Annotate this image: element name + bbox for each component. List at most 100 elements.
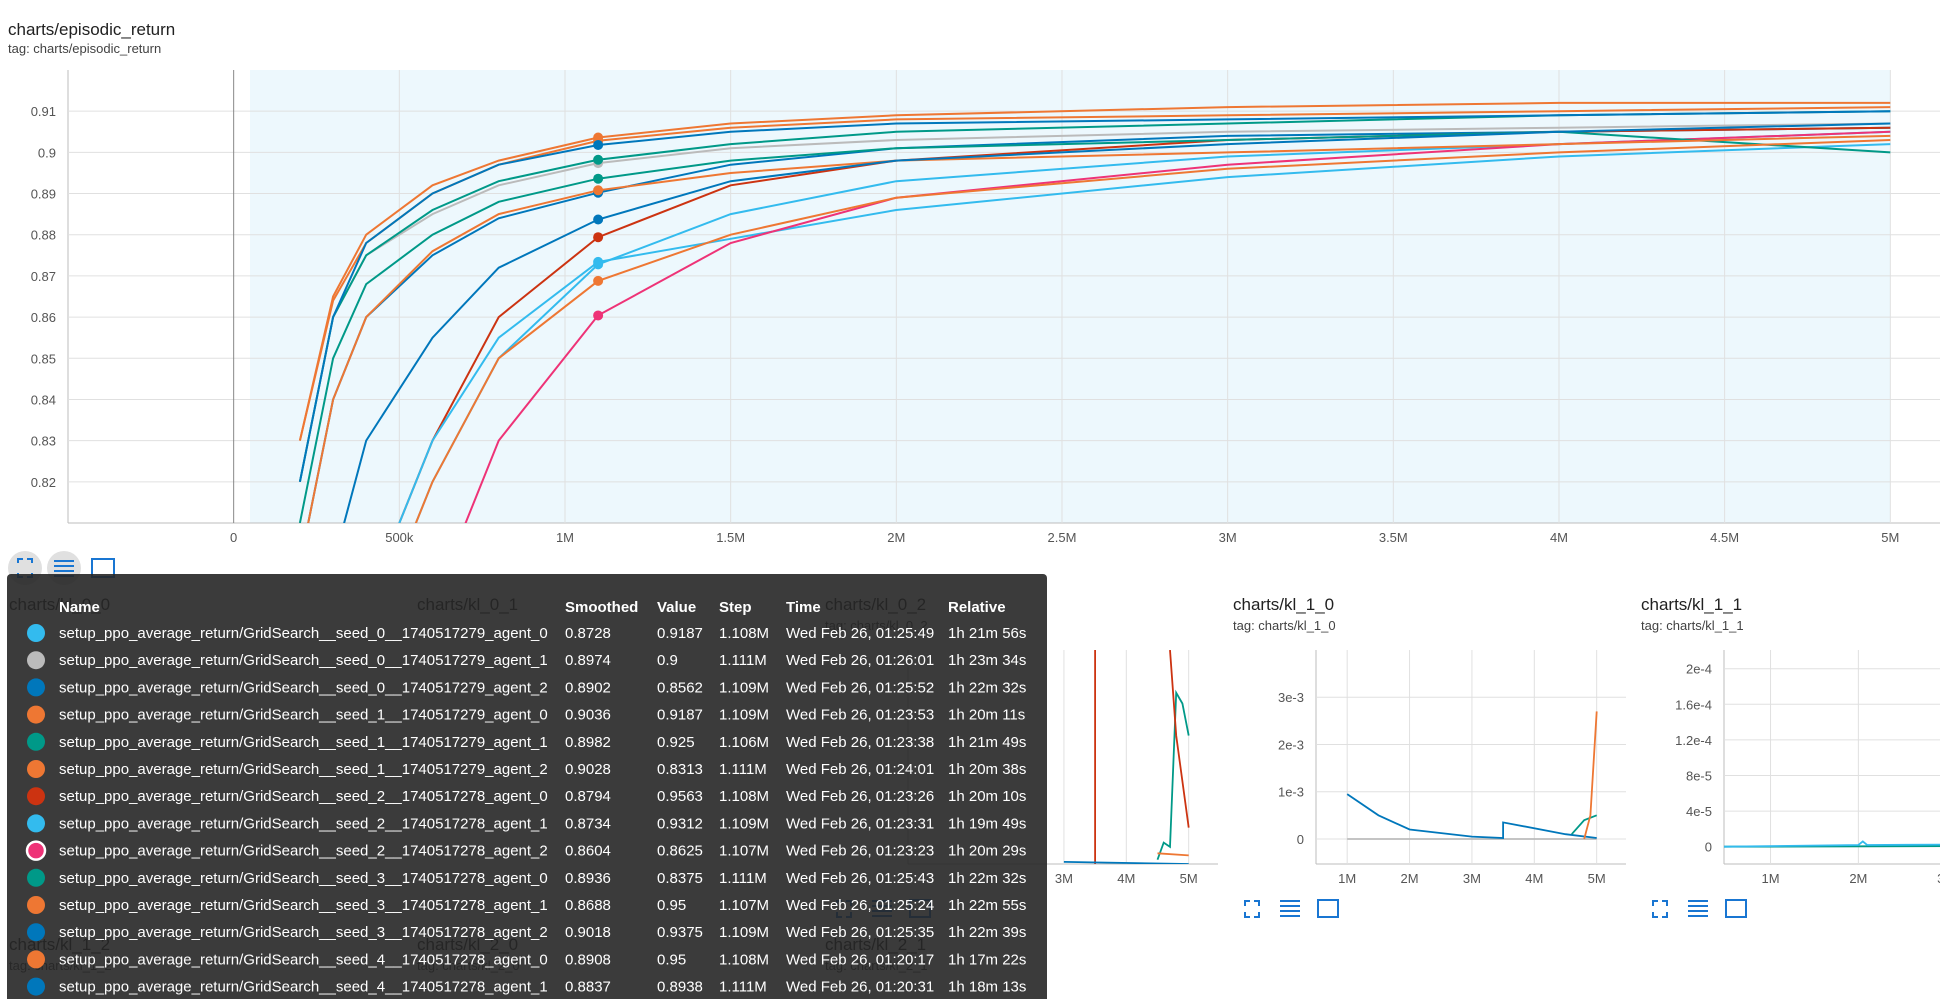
cell: 1h 20m 10s [948,788,1026,805]
hover-point [593,214,604,225]
x-tick-label: 4M [1117,871,1135,886]
y-tick-label: 0.86 [31,310,56,325]
series-line [1583,711,1598,840]
cell: 1.111M [719,761,767,778]
cell: 1.107M [719,897,769,914]
cell: setup_ppo_average_return/GridSearch__see… [59,897,548,914]
hover-point [593,310,604,321]
cell: 0.8974 [565,652,611,669]
cell: 1h 22m 32s [948,679,1026,696]
cell: Wed Feb 26, 01:26:01 [786,652,934,669]
x-tick-label: 5M [1881,530,1899,545]
cell: 1.109M [719,707,769,724]
x-tick-label: 2.5M [1048,530,1077,545]
x-tick-label: 4M [1525,871,1543,886]
cell: 0.9563 [657,788,703,805]
column-header: Step [719,599,752,616]
run-color-dot [27,705,45,724]
cell: 0.9018 [565,924,611,941]
series-lines [1346,711,1598,840]
cell: setup_ppo_average_return/GridSearch__see… [59,788,548,805]
fit-domain-button[interactable] [1725,899,1747,918]
cell: 0.8688 [565,897,611,914]
cell: 1h 22m 32s [948,870,1026,887]
series-line [1156,689,1190,861]
y-tick-label: 2e-4 [1686,662,1712,677]
hover-point [593,185,604,196]
cell: 0.95 [657,897,686,914]
cell: 1.111M [719,652,767,669]
cell: 1.109M [719,679,769,696]
cell: 1.108M [719,625,769,642]
cell: 0.9187 [657,625,703,642]
cell: 0.9187 [657,707,703,724]
y-tick-label: 0.89 [31,187,56,202]
series-line [1169,650,1190,828]
y-tick-label: 0 [1297,832,1304,847]
run-color-dot [27,651,45,670]
y-tick-label: 0.82 [31,475,56,490]
cell: 1.111M [719,979,767,996]
cell: setup_ppo_average_return/GridSearch__see… [59,815,548,832]
cell: 0.8313 [657,761,703,778]
cell: Wed Feb 26, 01:25:35 [786,924,934,941]
x-tick-label: 2M [1849,871,1867,886]
y-tick-label: 0.87 [31,269,56,284]
cell: Wed Feb 26, 01:25:43 [786,870,934,887]
cell: 1h 18m 13s [948,979,1026,996]
cell: 0.9 [657,652,678,669]
run-color-dot [27,923,45,942]
cell: setup_ppo_average_return/GridSearch__see… [59,924,548,941]
cell: Wed Feb 26, 01:25:49 [786,625,934,642]
cell: 0.8794 [565,788,611,805]
small-chart: charts/kl_1_0 tag: charts/kl_1_0 0 1e-3 2e-3… [1233,595,1626,918]
x-tick-label: 1.5M [716,530,745,545]
series-line [1157,852,1189,857]
series-line [1724,840,1940,848]
cell: 0.9375 [657,924,703,941]
cell: 0.8562 [657,679,703,696]
cell: 0.8908 [565,951,611,968]
cell: 1h 19m 49s [948,815,1026,832]
cell: 0.9312 [657,815,703,832]
cell: 1h 23m 34s [948,652,1026,669]
y-tick-label: 1.2e-4 [1675,733,1712,748]
hover-point [593,275,604,286]
cell: 0.8728 [565,625,611,642]
fit-domain-button[interactable] [1317,899,1339,918]
y-tick-label: 0.9 [38,145,56,160]
cell: setup_ppo_average_return/GridSearch__see… [59,843,548,860]
cell: 1h 17m 22s [948,951,1026,968]
cell: 0.8936 [565,870,611,887]
y-tick-label: 3e-3 [1278,690,1304,705]
cell: 1.108M [719,951,769,968]
fullscreen-button[interactable] [1244,900,1260,918]
cell: 1h 21m 56s [948,625,1026,642]
cell: Wed Feb 26, 01:24:01 [786,761,934,778]
column-header: Relative [948,599,1006,616]
x-tick-label: 3M [1463,871,1481,886]
y-tick-label: 4e-5 [1686,804,1712,819]
x-tick-label: 3M [1937,871,1940,886]
cell: setup_ppo_average_return/GridSearch__see… [59,979,548,996]
x-tick-label: 500k [385,530,414,545]
series-lines [298,101,1891,523]
x-tick-label: 4M [1550,530,1568,545]
run-color-dot [27,624,45,642]
y-tick-label: 0.85 [31,351,56,366]
x-tick-label: 1M [556,530,574,545]
data-table-button[interactable] [1688,900,1708,917]
data-table-icon [54,560,74,577]
x-tick-label: 3M [1055,871,1073,886]
series-line [1571,814,1598,835]
hover-point [593,232,604,243]
x-tick-label: 4.5M [1710,530,1739,545]
run-color-dot [27,950,45,969]
x-tick-label: 1M [1762,871,1780,886]
cell: 0.8734 [565,815,611,832]
data-table-button[interactable] [1280,900,1300,917]
small-chart: charts/kl_1_1 tag: charts/kl_1_1 0 4e-5 8e-5… [1641,595,1940,918]
tooltip: Name Smoothed Value Step Time Relative setup_p… [7,574,1047,999]
fullscreen-button[interactable] [1652,900,1668,918]
cell: 0.8837 [565,979,611,996]
